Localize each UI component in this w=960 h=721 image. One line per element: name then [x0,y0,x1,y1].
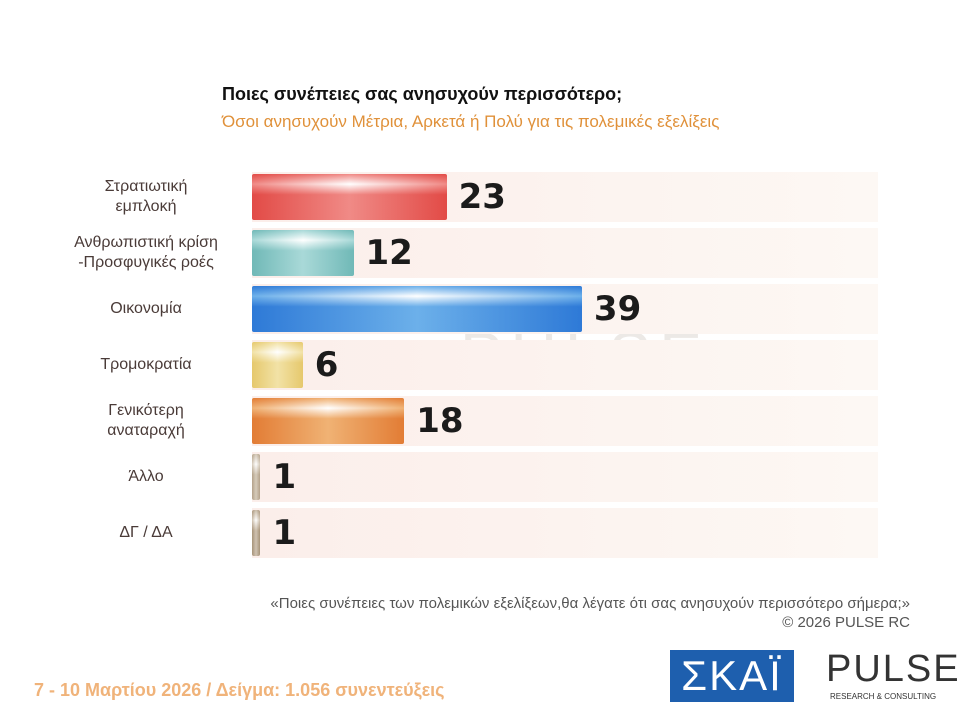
value-label: 6 [314,345,339,385]
value-label: 1 [272,457,297,497]
category-label: Οικονομία [110,300,182,317]
category-label: Τρομοκρατία [100,356,192,373]
value-label: 18 [416,401,464,441]
value-label: 23 [458,177,506,217]
bar [252,342,303,388]
chart-title: Ποιες συνέπειες σας ανησυχούν περισσότερ… [222,84,623,104]
category-label: Άλλο [128,468,164,485]
bar [252,454,261,500]
bar-track [252,452,878,502]
footer: 7 - 10 Μαρτίου 2026 / Δείγμα: 1.056 συνε… [34,680,445,700]
pulse-logo: PULSE [826,648,960,690]
value-label: 12 [365,233,413,273]
value-label: 39 [593,289,642,329]
category-label: Στρατιωτική εμπλοκή [104,178,188,215]
skai-logo: ΣΚΑΪ [670,650,794,702]
category-label: Γενικότερη αναταραχή [107,402,185,439]
bar [252,174,447,220]
bar [252,398,405,444]
bar [252,510,261,556]
bar-track [252,340,878,390]
bar-track [252,508,878,558]
bar [252,286,582,332]
category-label: ΔΓ / ΔΑ [119,524,173,541]
copyright: © 2026 PULSE RC [782,614,910,631]
bar-track [252,228,878,278]
chart-subtitle: Όσοι ανησυχούν Μέτρια, Αρκετά ή Πολύ για… [222,112,720,131]
plot-area: Στρατιωτική εμπλοκή 23 Ανθρωπιστική κρίση … [74,172,878,558]
question-note: «Ποιες συνέπειες των πολεμικών εξελίξεων… [270,595,910,612]
pulse-logo-sub: RESEARCH & CONSULTING [830,692,937,701]
value-label: 1 [272,513,297,553]
category-label: Ανθρωπιστική κρίση -Προσφυγικές ροές [74,234,218,271]
bar [252,230,354,276]
